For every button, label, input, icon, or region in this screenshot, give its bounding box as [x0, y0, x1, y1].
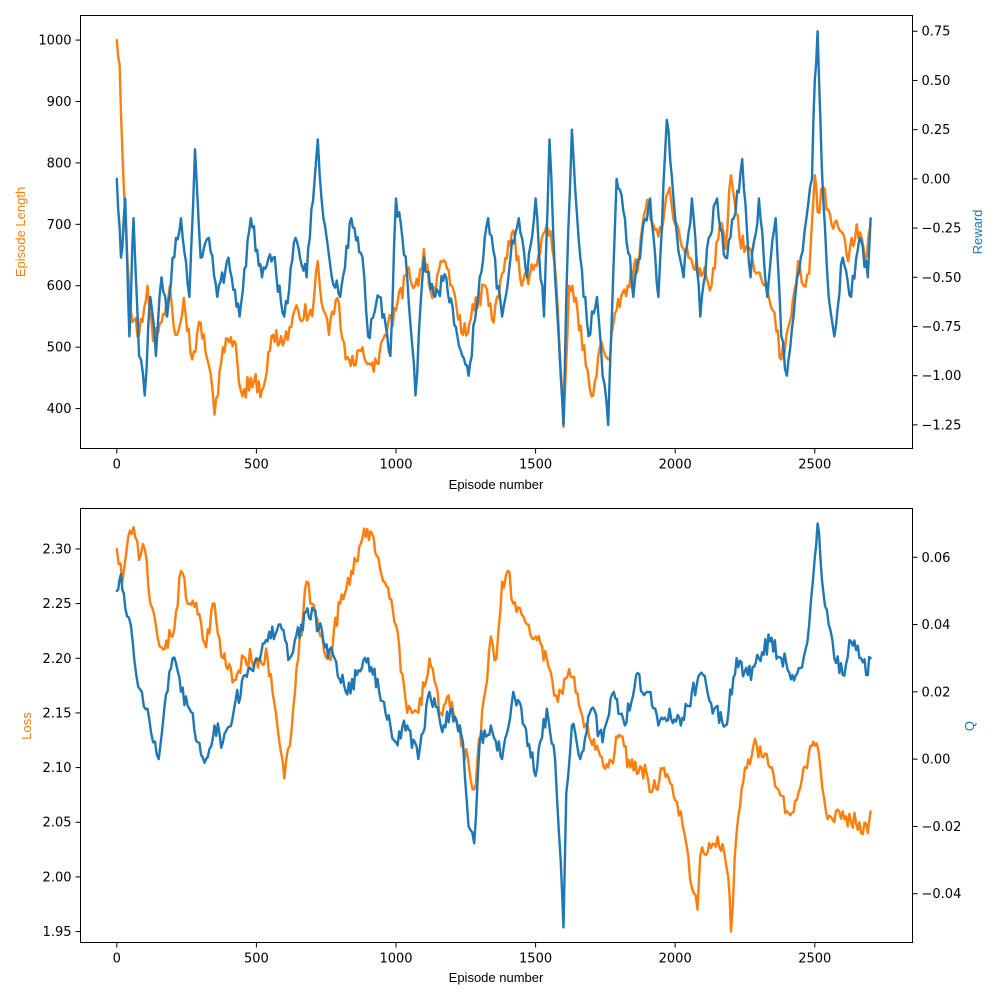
top-chart-right-tick-label: −1.25 [922, 418, 962, 433]
bottom-chart-right-tick-label: −0.04 [922, 887, 962, 902]
bottom-chart-left-tick-label: 2.00 [43, 870, 72, 885]
bottom-chart-series-q [115, 522, 872, 929]
top-chart-left-tick-label: 1000 [38, 34, 71, 49]
bottom-chart-left-tick-label: 2.05 [43, 816, 72, 831]
bottom-chart-x-axis: 0 500 1000 1500 2000 2500 [113, 942, 831, 967]
bottom-chart-right-axis: −0.04 −0.02 0.00 0.02 0.04 0.06 [912, 551, 962, 902]
top-chart-right-tick-label: −0.75 [922, 320, 962, 335]
top-chart-left-axis: 400 500 600 700 800 900 1000 [38, 34, 81, 417]
bottom-chart-right-label: Q [962, 721, 977, 731]
bottom-chart-series [115, 522, 872, 933]
top-chart-right-tick-label: −0.50 [922, 271, 962, 286]
top-chart-right-tick-label: 0.00 [922, 172, 951, 187]
top-chart-x-tick-label: 0 [113, 458, 121, 473]
top-chart-right-label: Reward [970, 210, 985, 255]
top-chart-x-tick-label: 1500 [519, 458, 552, 473]
top-chart-left-tick-label: 800 [47, 156, 72, 171]
bottom-chart-left-tick-label: 2.30 [43, 542, 72, 557]
bottom-chart-right-tick-label: 0.02 [922, 685, 951, 700]
top-chart-x-tick-label: 500 [244, 458, 269, 473]
bottom-chart-left-label: Loss [19, 712, 34, 740]
bottom-chart-right-tick-label: 0.06 [922, 551, 951, 566]
bottom-chart-x-tick-label: 2500 [798, 952, 831, 967]
top-chart-left-tick-label: 700 [47, 218, 72, 233]
top-chart-right-tick-label: −1.00 [922, 369, 962, 384]
top-chart-left-tick-label: 900 [47, 95, 72, 110]
bottom-chart-left-tick-label: 2.15 [43, 706, 72, 721]
bottom-chart-panel: 0 500 1000 1500 2000 2500 1.95 2.00 2.05 2.10 2.1… [19, 508, 977, 985]
bottom-chart-x-tick-label: 0 [113, 952, 121, 967]
top-chart-right-tick-label: −0.25 [922, 222, 962, 237]
top-chart-x-axis: 0 500 1000 1500 2000 2500 [113, 448, 831, 473]
top-chart-x-tick-label: 1000 [379, 458, 412, 473]
bottom-chart-frame [80, 508, 913, 943]
top-chart-left-tick-label: 500 [47, 341, 72, 356]
top-chart-right-axis: −1.25 −1.00 −0.75 −0.50 −0.25 0.00 0.25 0.50 0.7… [912, 25, 962, 433]
bottom-chart-left-tick-label: 2.20 [43, 652, 72, 667]
top-chart-series [115, 30, 872, 429]
bottom-chart-x-label: Episode number [449, 970, 544, 985]
bottom-chart-right-tick-label: 0.04 [922, 618, 951, 633]
top-chart-left-tick-label: 600 [47, 279, 72, 294]
bottom-chart-x-tick-label: 1500 [519, 952, 552, 967]
bottom-chart-right-tick-label: 0.00 [922, 753, 951, 768]
bottom-chart-x-tick-label: 500 [244, 952, 269, 967]
top-chart-right-tick-label: 0.75 [922, 25, 951, 40]
top-chart-series-reward [115, 30, 872, 427]
top-chart-x-label: Episode number [449, 477, 544, 492]
bottom-chart-left-tick-label: 1.95 [43, 925, 72, 940]
bottom-chart-right-tick-label: −0.02 [922, 820, 962, 835]
top-chart-x-tick-label: 2000 [659, 458, 692, 473]
bottom-chart-x-tick-label: 1000 [379, 952, 412, 967]
top-chart-right-tick-label: 0.25 [922, 123, 951, 138]
top-chart-left-tick-label: 400 [47, 402, 72, 417]
top-chart-frame [80, 15, 913, 449]
top-chart-right-tick-label: 0.50 [922, 74, 951, 89]
top-chart-left-label: Episode Length [13, 187, 28, 277]
bottom-chart-left-tick-label: 2.25 [43, 597, 72, 612]
top-chart-series-episode-length [115, 38, 872, 429]
top-chart-x-tick-label: 2500 [798, 458, 831, 473]
bottom-chart-left-tick-label: 2.10 [43, 761, 72, 776]
top-chart-panel: 0 500 1000 1500 2000 2500 400 500 600 700 800 900 1… [13, 15, 985, 492]
bottom-chart-left-axis: 1.95 2.00 2.05 2.10 2.15 2.20 2.25 2.30 [43, 542, 81, 940]
bottom-chart-series-loss [115, 525, 872, 933]
bottom-chart-x-tick-label: 2000 [659, 952, 692, 967]
